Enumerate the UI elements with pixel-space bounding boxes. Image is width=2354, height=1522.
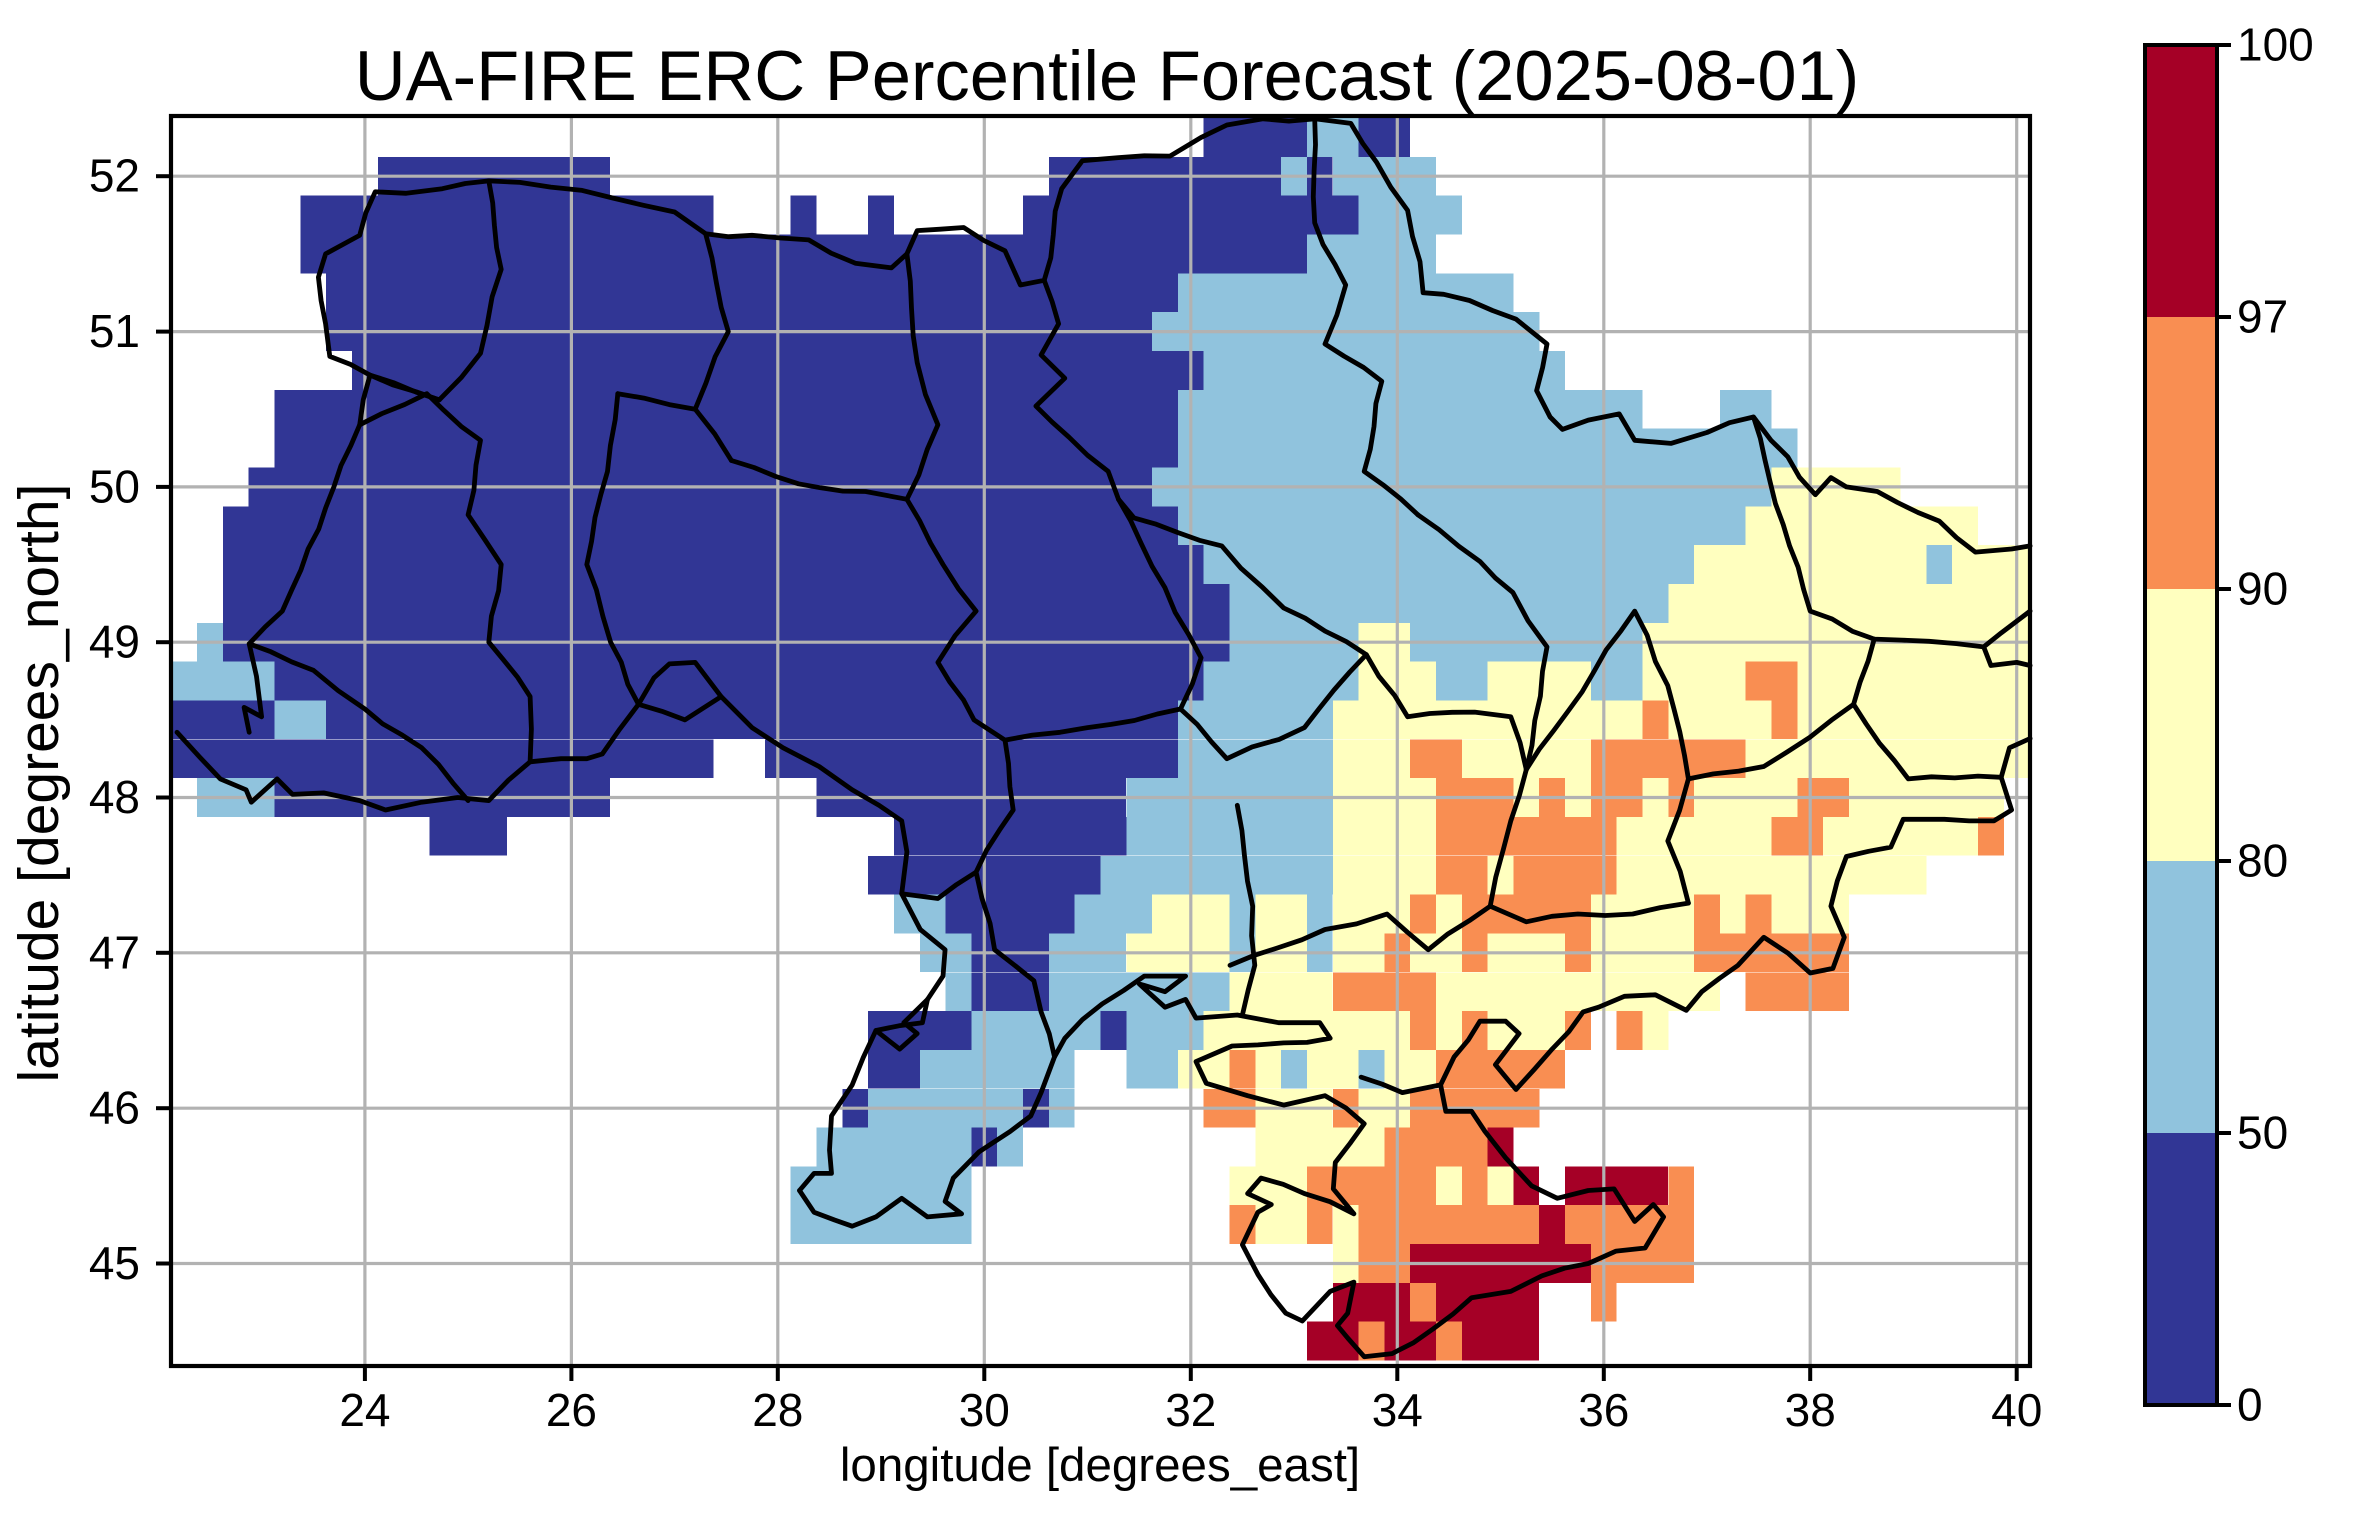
svg-text:90: 90 xyxy=(2237,563,2288,615)
svg-text:49: 49 xyxy=(89,616,140,668)
svg-text:48: 48 xyxy=(89,771,140,823)
svg-text:46: 46 xyxy=(89,1082,140,1134)
svg-text:38: 38 xyxy=(1785,1384,1836,1436)
svg-text:UA-FIRE ERC Percentile Forecas: UA-FIRE ERC Percentile Forecast (2025-08… xyxy=(355,36,1860,115)
svg-text:40: 40 xyxy=(1991,1384,2042,1436)
svg-text:50: 50 xyxy=(2237,1107,2288,1159)
svg-text:97: 97 xyxy=(2237,291,2288,343)
svg-text:52: 52 xyxy=(89,150,140,202)
svg-text:47: 47 xyxy=(89,926,140,978)
svg-text:50: 50 xyxy=(89,460,140,512)
svg-text:26: 26 xyxy=(546,1384,597,1436)
svg-text:80: 80 xyxy=(2237,835,2288,887)
svg-text:36: 36 xyxy=(1578,1384,1629,1436)
svg-text:100: 100 xyxy=(2237,19,2314,71)
svg-text:0: 0 xyxy=(2237,1379,2263,1431)
svg-text:24: 24 xyxy=(339,1384,390,1436)
svg-text:28: 28 xyxy=(752,1384,803,1436)
svg-text:51: 51 xyxy=(89,305,140,357)
svg-text:45: 45 xyxy=(89,1237,140,1289)
svg-text:longitude [degrees_east]: longitude [degrees_east] xyxy=(840,1439,1360,1492)
svg-text:latitude [degrees_north]: latitude [degrees_north] xyxy=(7,484,71,1083)
svg-text:34: 34 xyxy=(1372,1384,1423,1436)
svg-text:32: 32 xyxy=(1165,1384,1216,1436)
svg-text:30: 30 xyxy=(959,1384,1010,1436)
